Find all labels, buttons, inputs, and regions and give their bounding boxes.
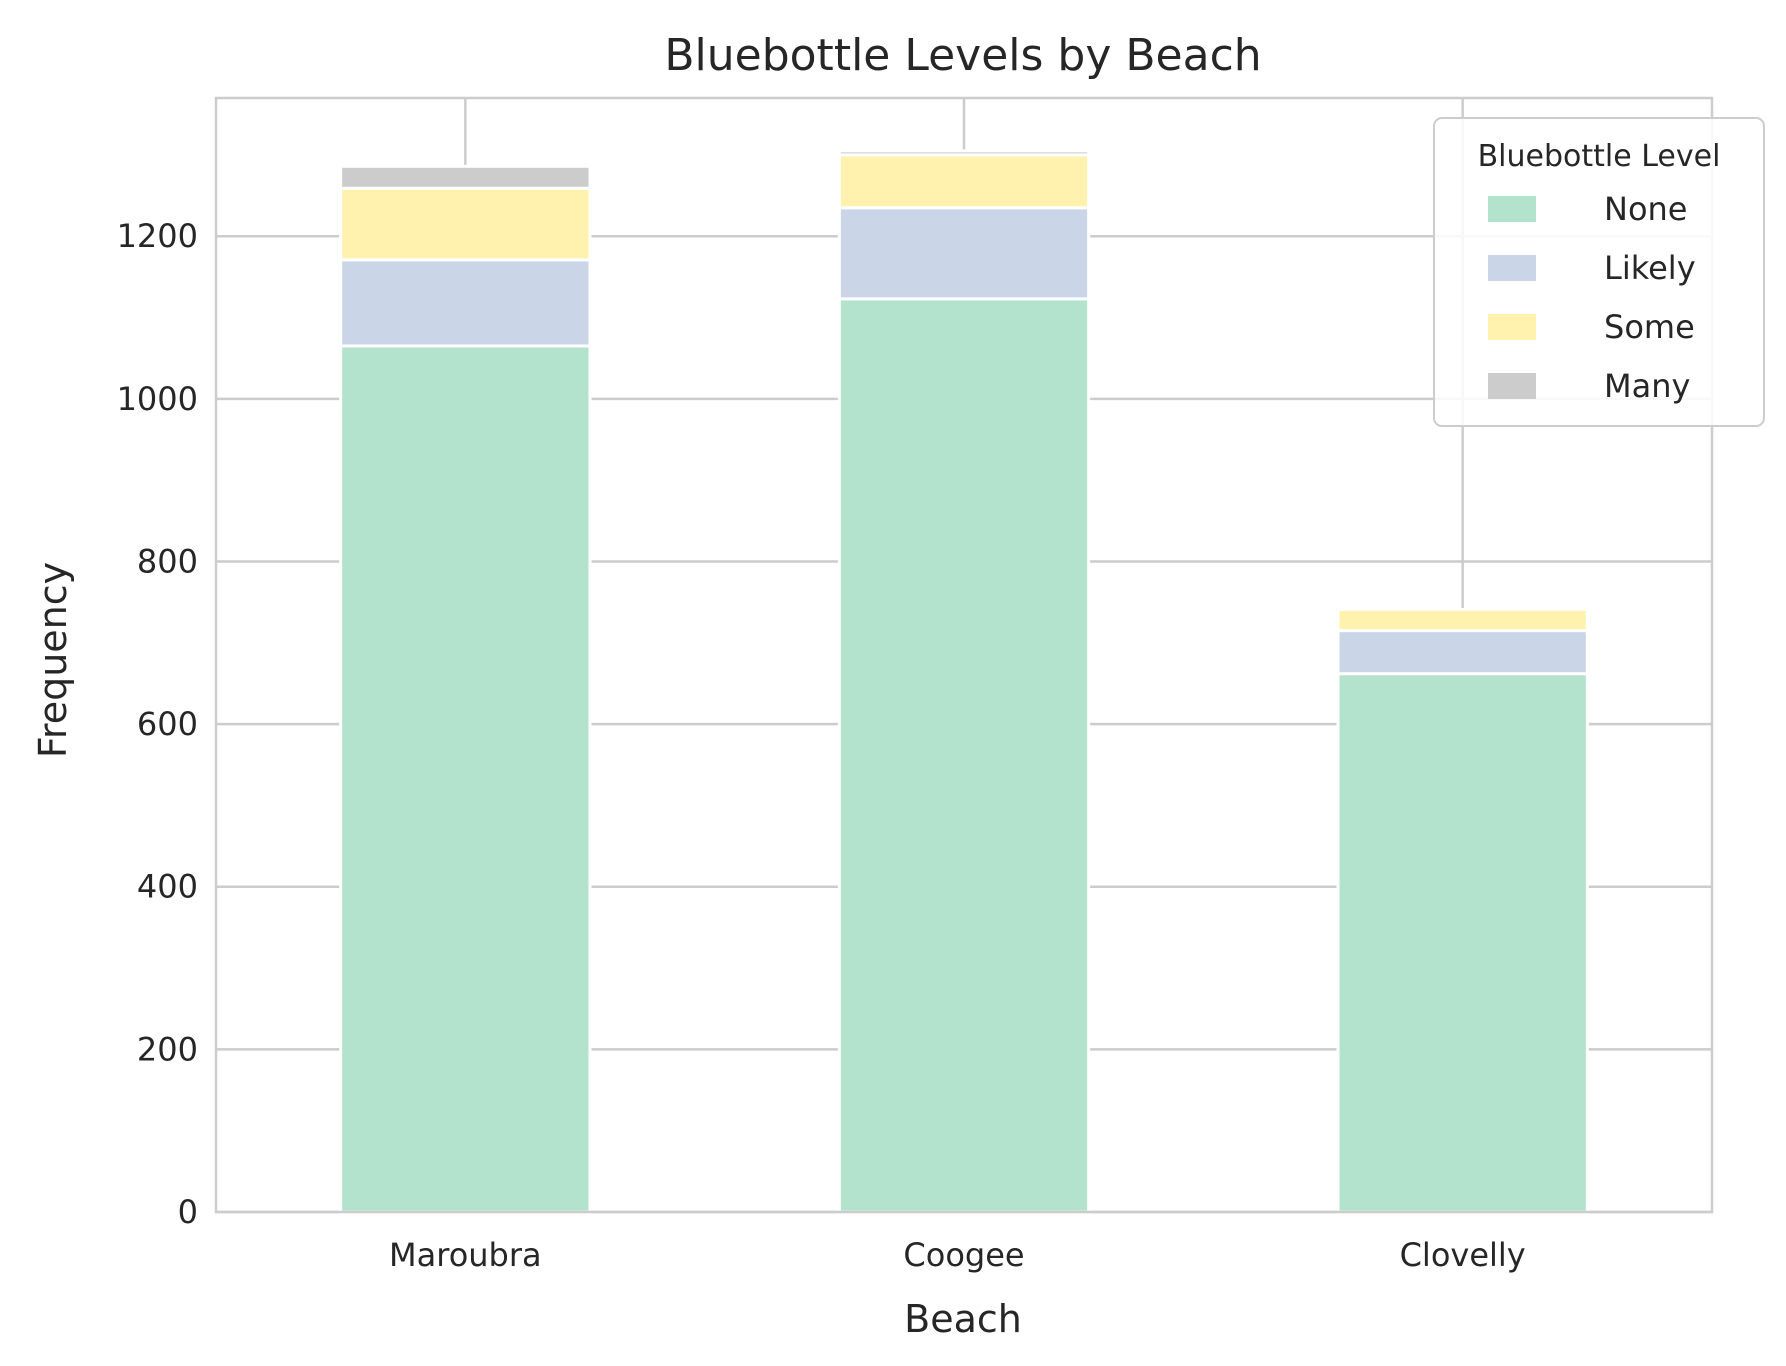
legend-box xyxy=(1433,117,1765,427)
legend-swatch-likely xyxy=(1488,255,1536,281)
legend-label-many: Many xyxy=(1604,367,1690,405)
legend-swatch-none xyxy=(1488,196,1536,222)
x-axis-label: Beach xyxy=(904,1297,1022,1341)
y-tick-label: 400 xyxy=(137,868,198,906)
chart-title: Bluebottle Levels by Beach xyxy=(664,30,1261,81)
legend-label-likely: Likely xyxy=(1604,249,1696,287)
bar-coogee-likely xyxy=(837,206,1091,301)
bar-clovelly-some xyxy=(1336,607,1589,633)
bar-coogee-some xyxy=(837,153,1091,210)
bars-layer xyxy=(339,149,1589,1214)
y-tick-label: 1000 xyxy=(117,380,198,418)
legend-title: Bluebottle Level xyxy=(1478,139,1721,174)
y-tick-label: 1200 xyxy=(117,217,198,255)
legend-items: None Likely Some Many xyxy=(1488,190,1696,405)
plot-frame xyxy=(214,96,1714,1214)
bar-maroubra-some xyxy=(339,186,592,262)
x-tick-label: Maroubra xyxy=(389,1236,542,1274)
y-tick-label: 0 xyxy=(178,1193,198,1231)
bar-maroubra-none xyxy=(339,344,592,1214)
bar-maroubra-likely xyxy=(339,258,592,348)
legend-label-some: Some xyxy=(1604,308,1695,346)
tick-labels: 0 200 400 600 800 1000 1200 Maroubra Coogee Clove… xyxy=(117,217,1526,1274)
bar-coogee-none xyxy=(837,297,1091,1214)
legend-label-none: None xyxy=(1604,190,1687,228)
y-tick-label: 200 xyxy=(137,1030,198,1068)
bar-clovelly-likely xyxy=(1336,629,1589,676)
legend-swatch-some xyxy=(1488,314,1536,340)
y-tick-label: 800 xyxy=(137,542,198,580)
x-tick-label: Clovelly xyxy=(1400,1236,1526,1274)
bar-maroubra-many xyxy=(339,164,592,190)
y-tick-label: 600 xyxy=(137,705,198,743)
y-axis-label: Frequency xyxy=(31,562,75,758)
bar-coogee-many xyxy=(837,149,1091,157)
legend-swatch-many xyxy=(1488,373,1536,399)
x-tick-label: Coogee xyxy=(903,1236,1024,1274)
axes-frame xyxy=(214,96,1714,1214)
legend: Bluebottle Level None Likely Some Many xyxy=(1433,117,1765,427)
bar-clovelly-none xyxy=(1336,672,1589,1214)
